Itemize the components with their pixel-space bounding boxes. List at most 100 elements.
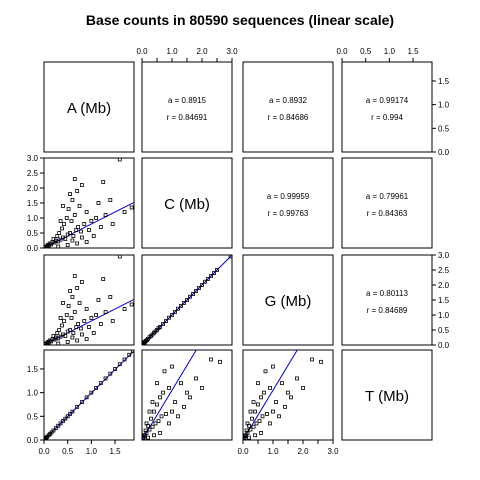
r-value-1-3: r = 0.84363 [367, 209, 408, 218]
point-A-G-55 [108, 295, 113, 299]
point-A-T-15 [70, 409, 75, 414]
point-G-T-39 [248, 409, 253, 414]
diagonal-label-G: G (Mb) [265, 293, 312, 310]
point-A-C-36 [89, 219, 94, 223]
point-C-T-9 [150, 424, 155, 429]
point-G-T-35 [263, 369, 268, 374]
panel-0-0 [43, 61, 135, 153]
point-C-G-24 [188, 294, 192, 299]
point-C-G-33 [215, 268, 219, 272]
x-tick-label-top-C: 2.0 [196, 47, 208, 56]
point-A-G-21 [66, 304, 71, 308]
point-G-T-33 [251, 400, 256, 405]
chart-title: Base counts in 80590 sequences (linear s… [85, 12, 395, 28]
point-A-T-27 [127, 352, 132, 357]
point-A-T-21 [98, 381, 103, 386]
point-C-T-30 [152, 433, 156, 438]
r-value-0-2: r = 0.84686 [268, 113, 309, 122]
point-C-T-19 [170, 409, 174, 414]
point-A-G-31 [79, 326, 83, 331]
x-tick-label-top-T: 1.0 [384, 47, 396, 56]
point-A-G-44 [122, 307, 127, 311]
point-C-G-32 [212, 271, 216, 275]
point-A-T-11 [61, 419, 65, 423]
point-A-T-7 [51, 428, 56, 433]
point-A-C-37 [91, 234, 96, 238]
point-G-T-21 [277, 414, 281, 419]
point-C-T-37 [167, 421, 171, 426]
point-A-G-43 [117, 255, 122, 259]
point-C-T-18 [167, 385, 171, 390]
point-C-T-39 [147, 409, 152, 414]
point-G-T-29 [247, 435, 251, 440]
point-A-C-42 [110, 222, 115, 226]
point-A-T-10 [58, 421, 63, 426]
point-A-T-22 [103, 376, 108, 381]
point-A-G-22 [68, 328, 72, 332]
point-A-T-28 [131, 350, 134, 353]
point-G-T-19 [271, 409, 275, 414]
panel-1-3 [341, 157, 433, 249]
point-C-T-29 [146, 435, 150, 440]
panel-3-0 [43, 349, 135, 441]
point-C-T-25 [194, 376, 198, 381]
point-A-G-28 [75, 286, 80, 290]
point-C-G-18 [170, 313, 174, 317]
point-A-G-56 [70, 335, 75, 340]
point-A-G-50 [61, 301, 65, 305]
y-tick-label-right-G: 3.0 [438, 251, 450, 260]
point-A-C-23 [69, 219, 74, 223]
point-G-T-24 [289, 395, 293, 400]
point-C-T-27 [209, 357, 213, 362]
point-A-T-13 [65, 414, 70, 419]
point-A-G-46 [56, 341, 61, 345]
fit-line-G-T [243, 350, 298, 440]
point-C-G-25 [191, 292, 195, 296]
panel-2-1 [141, 254, 233, 346]
point-A-G-54 [101, 277, 106, 281]
point-A-T-14 [68, 412, 72, 416]
a-value-0-2: a = 0.8932 [269, 96, 308, 105]
point-A-C-43 [117, 158, 122, 162]
point-A-G-40 [98, 322, 103, 326]
point-A-G-49 [84, 337, 89, 341]
point-C-G-27 [197, 286, 201, 290]
point-C-T-31 [158, 430, 162, 435]
point-A-C-49 [84, 240, 89, 244]
point-A-T-12 [63, 416, 68, 421]
point-A-T-18 [84, 395, 89, 400]
point-C-T-11 [153, 421, 158, 426]
point-C-T-16 [161, 390, 165, 395]
point-A-C-45 [129, 205, 134, 210]
point-A-G-26 [72, 310, 77, 314]
point-A-G-51 [68, 289, 72, 293]
point-A-G-18 [63, 334, 68, 338]
x-tick-label-bottom-G: 1.0 [267, 447, 279, 456]
point-A-G-42 [110, 319, 115, 323]
point-A-C-26 [72, 213, 77, 217]
y-tick-label-right-G: 2.5 [438, 266, 450, 275]
point-A-C-30 [77, 204, 82, 208]
panel-0-1 [141, 61, 233, 153]
fit-line-C-T [142, 350, 197, 440]
x-tick-label-top-T: 0.0 [336, 47, 348, 56]
point-A-T-25 [117, 362, 122, 367]
point-C-T-35 [162, 369, 167, 374]
x-tick-label-bottom-A: 1.0 [86, 447, 98, 456]
point-C-T-13 [156, 419, 161, 423]
point-C-G-17 [167, 315, 171, 320]
point-A-T-2 [44, 435, 49, 440]
diagonal-label-T: T (Mb) [365, 388, 409, 405]
x-tick-label-top-C: 3.0 [226, 47, 238, 56]
point-G-T-7 [248, 427, 253, 432]
x-tick-label-bottom-G: 2.0 [297, 447, 309, 456]
point-C-G-14 [158, 325, 162, 329]
point-C-T-24 [188, 395, 192, 400]
point-C-T-5 [144, 430, 149, 435]
point-C-G-34 [228, 255, 232, 259]
point-A-G-17 [61, 319, 66, 323]
point-A-G-38 [94, 313, 99, 317]
point-G-T-30 [253, 433, 257, 438]
point-C-T-17 [164, 412, 168, 416]
panel-3-3 [341, 349, 433, 441]
